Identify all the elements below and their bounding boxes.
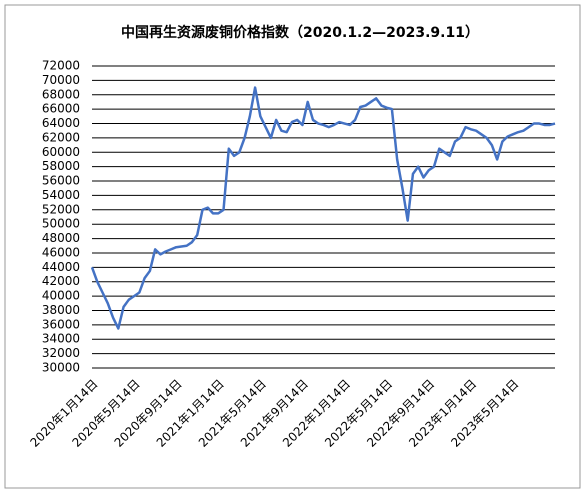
y-tick-label: 36000 — [42, 317, 80, 331]
y-tick-label: 32000 — [42, 346, 80, 360]
y-tick-label: 30000 — [42, 361, 80, 375]
y-tick-label: 38000 — [42, 303, 80, 317]
y-tick-label: 72000 — [42, 59, 80, 73]
y-tick-label: 56000 — [42, 174, 80, 188]
y-tick-label: 70000 — [42, 73, 80, 87]
y-tick-label: 68000 — [42, 87, 80, 101]
y-tick-label: 54000 — [42, 188, 80, 202]
y-tick-label: 34000 — [42, 332, 80, 346]
y-tick-label: 66000 — [42, 102, 80, 116]
y-tick-label: 42000 — [42, 274, 80, 288]
y-tick-label: 60000 — [42, 145, 80, 159]
chart-border — [4, 4, 581, 489]
y-tick-label: 46000 — [42, 245, 80, 259]
y-tick-label: 58000 — [42, 159, 80, 173]
y-tick-label: 62000 — [42, 130, 80, 144]
chart-title: 中国再生资源废铜价格指数（2020.1.2—2023.9.11） — [121, 24, 479, 41]
y-tick-label: 52000 — [42, 202, 80, 216]
y-tick-label: 64000 — [42, 116, 80, 130]
y-tick-label: 44000 — [42, 260, 80, 274]
y-tick-label: 40000 — [42, 289, 80, 303]
y-tick-label: 48000 — [42, 231, 80, 245]
data-line — [90, 86, 556, 330]
y-tick-label: 50000 — [42, 217, 80, 231]
